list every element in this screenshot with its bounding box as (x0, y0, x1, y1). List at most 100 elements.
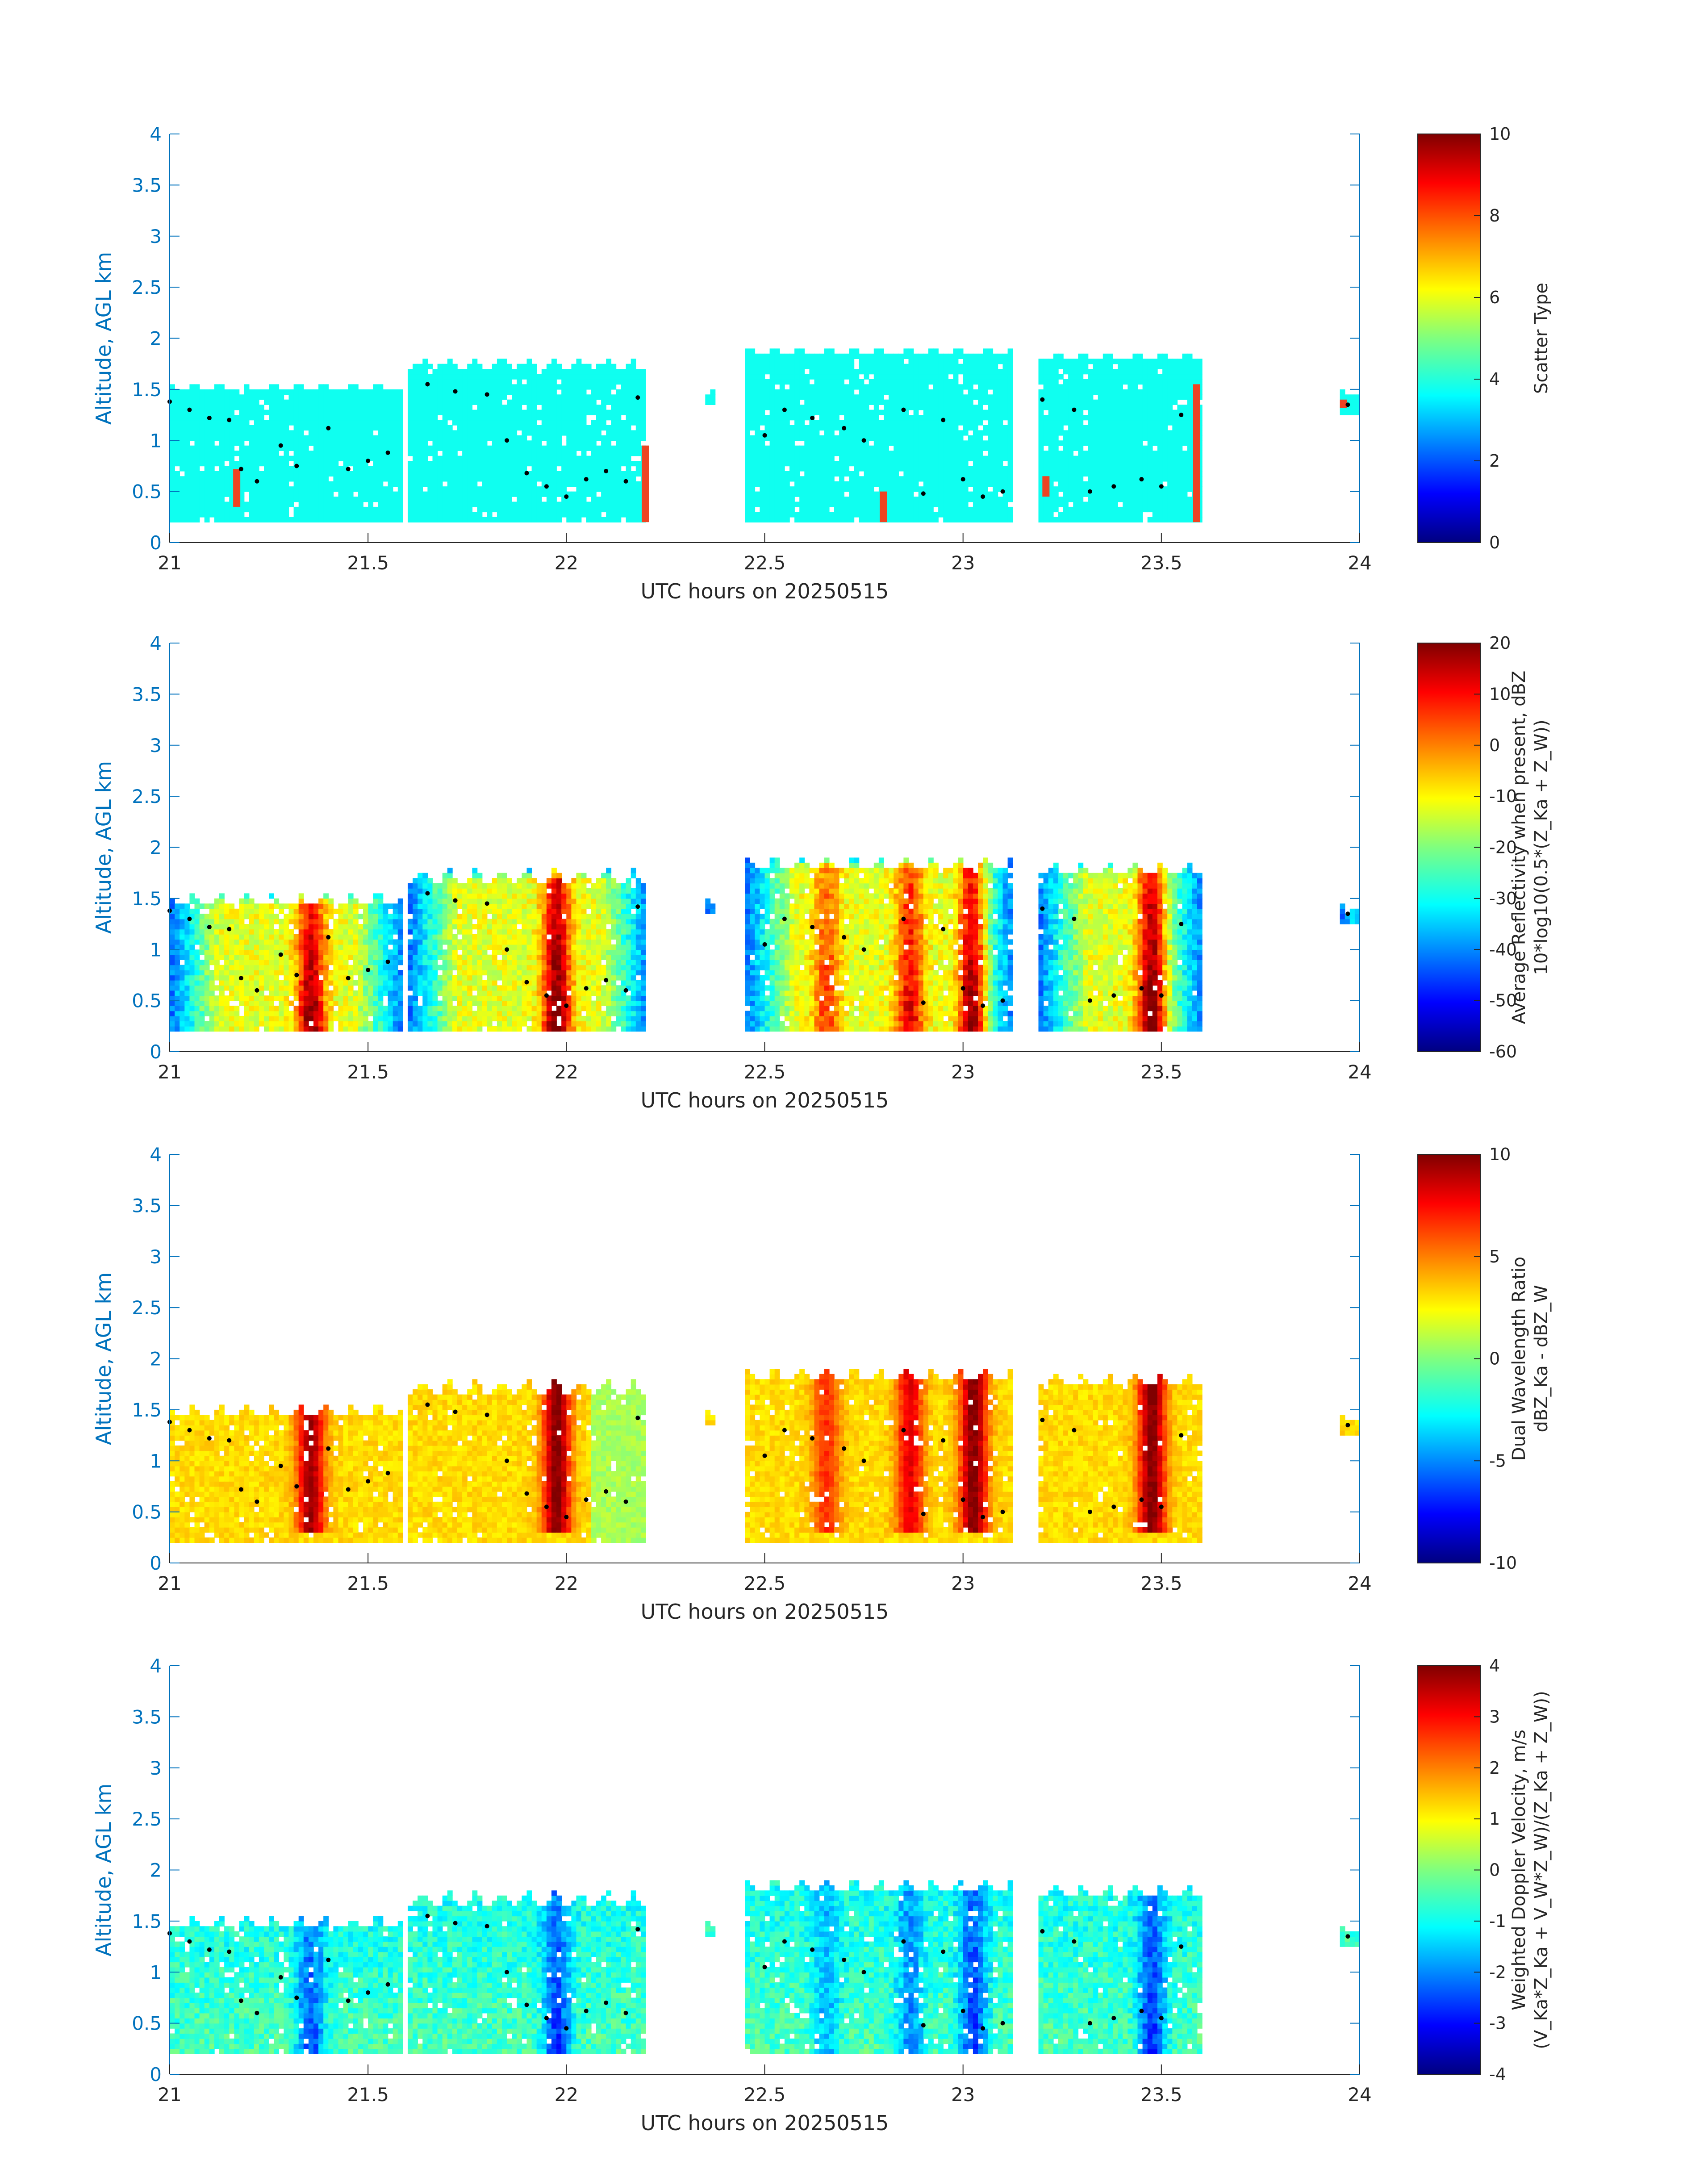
heatmap-cell (293, 471, 299, 477)
heatmap-cell (393, 415, 398, 421)
heatmap-cell (983, 379, 988, 385)
heatmap-cell (209, 445, 215, 451)
heatmap-cell (616, 369, 622, 375)
heatmap-cell (1142, 466, 1148, 472)
heatmap-cell (180, 491, 185, 497)
heatmap-cell (814, 440, 820, 446)
heatmap-cell (378, 491, 384, 497)
heatmap-cell (1068, 359, 1073, 364)
heatmap-cell (353, 466, 359, 472)
heatmap-cell (180, 455, 185, 461)
heatmap-cell (913, 353, 919, 359)
heatmap-cell (1132, 415, 1138, 421)
heatmap-cell (427, 491, 433, 497)
heatmap-cell (224, 420, 230, 426)
heatmap-cell (1118, 359, 1123, 364)
heatmap-cell (348, 461, 354, 467)
heatmap-cell (864, 466, 869, 472)
heatmap-cell (1132, 471, 1138, 477)
heatmap-cell (943, 359, 949, 364)
heatmap-cell (1002, 425, 1008, 431)
heatmap-cell (502, 455, 507, 461)
heatmap-cell (551, 517, 557, 522)
heatmap-cell (348, 491, 354, 497)
heatmap-cell (764, 466, 770, 472)
heatmap-cell (998, 451, 1003, 456)
heatmap-cell (522, 399, 527, 405)
heatmap-cell (894, 379, 899, 385)
heatmap-cell (219, 389, 225, 395)
heatmap-cell (834, 471, 839, 477)
heatmap-cell (432, 501, 438, 507)
heatmap-cell (383, 420, 388, 426)
heatmap-cell (546, 405, 552, 410)
heatmap-cell (824, 451, 830, 456)
heatmap-cell (368, 501, 374, 507)
heatmap-cell (631, 364, 636, 369)
heatmap-cell (1063, 384, 1069, 390)
heatmap-cell (894, 461, 899, 467)
heatmap-cell (328, 440, 334, 446)
heatmap-cell (1118, 517, 1123, 522)
heatmap-cell (184, 405, 190, 410)
heatmap-cell (313, 420, 319, 426)
heatmap-cell (581, 506, 587, 513)
heatmap-cell (512, 409, 518, 415)
heatmap-cell (457, 415, 463, 421)
heatmap-cell (269, 501, 274, 507)
heatmap-cell (308, 497, 314, 502)
heatmap-cell (418, 389, 423, 395)
heatmap-cell (507, 497, 512, 502)
heatmap-cell (750, 445, 756, 451)
heatmap-cell (1132, 405, 1138, 410)
heatmap-cell (1073, 399, 1079, 405)
heatmap-cell (576, 440, 582, 446)
heatmap-cell (373, 445, 379, 451)
heatmap-cell (1128, 501, 1133, 507)
heatmap-cell (254, 461, 259, 467)
heatmap-cell (576, 501, 582, 507)
heatmap-cell (998, 379, 1003, 385)
heatmap-cell (1093, 379, 1098, 385)
heatmap-cell (482, 451, 488, 456)
heatmap-cell (1093, 445, 1098, 451)
heatmap-cell (963, 476, 969, 482)
heatmap-cell (809, 497, 815, 502)
heatmap-cell (1058, 497, 1064, 502)
heatmap-cell (502, 512, 507, 518)
heatmap-cell (750, 512, 756, 518)
heatmap-cell (829, 501, 835, 507)
heatmap-cell (472, 399, 478, 405)
heatmap-cell (264, 435, 269, 441)
heatmap-cell (1107, 409, 1113, 415)
heatmap-cell (308, 501, 314, 507)
heatmap-cell (1048, 420, 1054, 426)
heatmap-cell (1073, 425, 1079, 431)
heatmap-cell (522, 486, 527, 492)
heatmap-cell (551, 389, 557, 395)
heatmap-cell (288, 430, 294, 436)
heatmap-cell (477, 440, 483, 446)
heatmap-cell (953, 364, 959, 369)
heatmap-cell (626, 491, 631, 497)
heatmap-cell (214, 491, 220, 497)
heatmap-cell (898, 491, 904, 497)
heatmap-cell (512, 384, 518, 390)
heatmap-cell (760, 506, 765, 513)
heatmap-cell (1063, 445, 1069, 451)
heatmap-cell (393, 471, 398, 477)
heatmap-cell (323, 394, 329, 400)
heatmap-cell (829, 491, 835, 497)
heatmap-cell (546, 430, 552, 436)
heatmap-cell (601, 461, 606, 467)
heatmap-cell (635, 481, 641, 487)
heatmap-cell (764, 497, 770, 502)
heatmap-cell (452, 420, 458, 426)
heatmap-cell (943, 425, 949, 431)
heatmap-cell (918, 471, 924, 477)
heatmap-cell (903, 394, 909, 400)
heatmap-cell (963, 461, 969, 467)
heatmap-cell (1073, 481, 1079, 487)
heatmap-cell (948, 445, 954, 451)
heatmap-cell (388, 512, 393, 518)
